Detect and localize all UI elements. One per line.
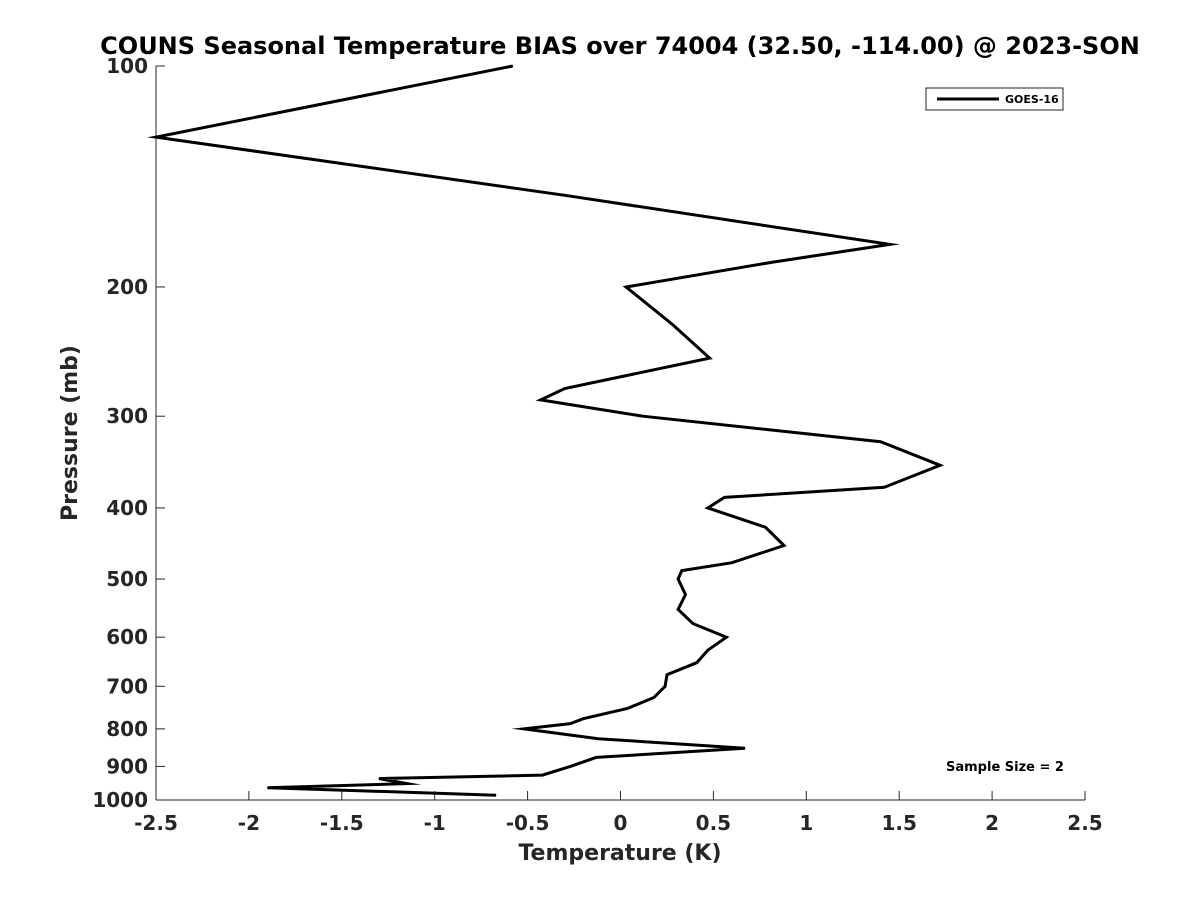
data-point (666, 674, 668, 676)
data-point (625, 286, 627, 288)
x-tick-label: -1 (424, 811, 446, 835)
data-point (731, 562, 733, 564)
sample-size-annotation: Sample Size = 2 (946, 760, 1064, 775)
data-point (707, 649, 709, 651)
y-tick-label: 300 (106, 404, 148, 428)
y-ticks: 100 200 300 400 500 600 700 800 900 1000 (92, 54, 165, 812)
y-tick-label: 800 (106, 717, 148, 741)
data-point (672, 324, 673, 325)
data-point (677, 608, 679, 610)
data-point (512, 65, 514, 67)
legend-label-goes-16: GOES-16 (1005, 93, 1059, 106)
y-tick-label: 400 (106, 496, 148, 520)
data-point (783, 545, 785, 546)
data-point (540, 399, 542, 401)
data-point (677, 578, 679, 580)
data-point (725, 636, 727, 638)
data-point (542, 774, 543, 776)
data-point (569, 723, 571, 725)
x-axis-label: Temperature (K) (518, 841, 721, 866)
legend: GOES-16 (925, 87, 1064, 111)
data-point (939, 464, 941, 466)
data-point (685, 594, 686, 596)
data-point (692, 623, 694, 625)
data-point (664, 685, 666, 687)
series-layer (147, 64, 945, 797)
data-point (707, 507, 709, 509)
data-point (764, 526, 766, 528)
data-point (564, 194, 566, 196)
data-point (709, 357, 711, 359)
data-point (883, 486, 885, 488)
chart-title: COUNS Seasonal Temperature BIAS over 740… (100, 32, 1140, 60)
data-point (889, 243, 891, 245)
x-tick-label: -0.5 (506, 811, 550, 835)
data-point (267, 787, 268, 789)
y-tick-label: 500 (106, 567, 148, 591)
data-point (744, 747, 746, 749)
data-point (564, 388, 566, 389)
data-point (653, 697, 655, 698)
data-point (155, 136, 157, 138)
data-point (724, 496, 725, 498)
data-point (378, 778, 380, 780)
y-tick-label: 1000 (92, 788, 148, 812)
x-tick-label: 2.5 (1067, 811, 1102, 835)
data-point (696, 662, 698, 664)
data-point (406, 783, 408, 785)
data-point (627, 707, 629, 709)
x-tick-label: -2 (238, 811, 260, 835)
x-ticks: -2.5 -2 -1.5 -1 -0.5 0 0.5 1 1.5 2 2.5 (134, 791, 1103, 835)
data-point (582, 718, 584, 720)
data-point (569, 765, 571, 767)
x-tick-label: 0.5 (696, 811, 731, 835)
data-point (681, 570, 683, 572)
y-axis-label: Pressure (mb) (58, 345, 83, 521)
data-point (642, 415, 644, 417)
x-tick-label: 1.5 (881, 811, 916, 835)
x-tick-label: 0 (614, 811, 628, 835)
y-tick-label: 700 (106, 674, 148, 698)
data-point (597, 738, 599, 740)
x-tick-label: 2 (985, 811, 999, 835)
x-tick-label: -2.5 (134, 811, 178, 835)
y-tick-label: 600 (106, 625, 148, 649)
data-point (880, 441, 882, 443)
data-point (523, 728, 525, 730)
y-tick-label: 900 (106, 754, 148, 778)
y-tick-label: 200 (106, 275, 148, 299)
x-tick-label: -1.5 (320, 811, 364, 835)
data-point (495, 794, 497, 796)
data-point (772, 261, 774, 263)
y-tick-label: 100 (106, 54, 148, 78)
x-tick-label: 1 (799, 811, 813, 835)
data-point (595, 756, 597, 758)
